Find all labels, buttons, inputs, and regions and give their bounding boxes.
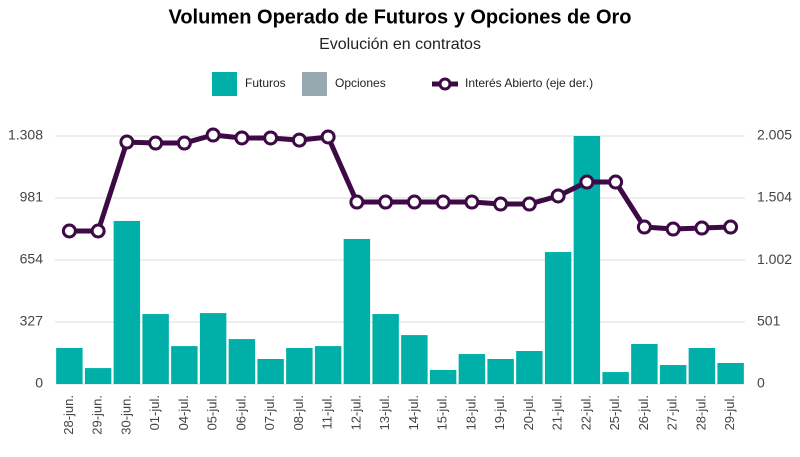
line-point	[263, 130, 279, 146]
bar	[544, 252, 572, 384]
line-point	[723, 219, 739, 235]
bar	[84, 368, 112, 384]
bar	[171, 346, 198, 384]
line-point	[61, 223, 77, 239]
legend-swatch	[438, 77, 452, 91]
bar	[199, 313, 227, 384]
y-tick-label: 0	[35, 375, 43, 391]
chart-title: Volumen Operado de Futuros y Opciones de…	[168, 6, 631, 28]
x-tick-label: 11-jul.	[320, 395, 335, 429]
line	[69, 132, 731, 234]
x-tick-label: 25-jul.	[607, 395, 622, 430]
bar	[257, 358, 284, 384]
bar	[429, 369, 457, 384]
x-tick-label: 05-jul.	[205, 395, 220, 430]
bar	[372, 314, 399, 384]
y2-tick-label: 0	[757, 375, 765, 391]
line-point	[291, 132, 307, 148]
y2-tick-label: 501	[757, 313, 781, 329]
bar	[516, 351, 543, 384]
x-tick-label: 27-jul.	[665, 395, 680, 430]
line-point	[148, 135, 164, 151]
line-point	[694, 220, 710, 236]
bar	[113, 220, 141, 384]
line-point	[320, 129, 336, 145]
bar	[314, 346, 342, 384]
bar	[602, 372, 629, 384]
y-tick-label: 654	[20, 251, 44, 267]
bar	[487, 358, 514, 384]
line-point	[521, 196, 537, 212]
bar	[458, 354, 486, 384]
x-tick-label: 04-jul.	[176, 395, 191, 430]
line-point	[665, 221, 681, 237]
bar	[343, 238, 371, 384]
x-tick-label: 18-jul.	[463, 395, 478, 430]
y-tick-label: 327	[20, 313, 44, 329]
legend-label: Opciones	[335, 76, 386, 90]
line-point	[435, 194, 451, 210]
x-tick-label: 19-jul.	[492, 395, 507, 430]
legend-label: Futuros	[245, 76, 286, 90]
y2-tick-label: 1.002	[757, 251, 792, 267]
line-point	[349, 194, 365, 210]
line-point	[176, 135, 192, 151]
line-point	[550, 188, 566, 204]
line-point	[205, 127, 221, 143]
bar	[659, 365, 687, 384]
x-tick-label: 29-jun.	[90, 395, 105, 435]
line-point	[464, 194, 480, 210]
line-point	[493, 196, 509, 212]
x-tick-label: 28-jun.	[61, 395, 76, 435]
bar	[56, 347, 83, 384]
line-point	[90, 223, 106, 239]
x-tick-label: 01-jul.	[147, 395, 162, 430]
x-tick-label: 06-jul.	[233, 395, 248, 430]
x-tick-label: 20-jul.	[521, 395, 536, 430]
bar	[286, 347, 313, 384]
line-point	[234, 130, 250, 146]
y-tick-label: 1.308	[8, 127, 43, 143]
chart-subtitle: Evolución en contratos	[319, 36, 481, 53]
x-tick-label: 08-jul.	[291, 395, 306, 430]
bar	[142, 314, 169, 384]
line-point	[119, 134, 135, 150]
y2-tick-label: 2.005	[757, 127, 792, 143]
y-tick-label: 981	[20, 189, 44, 205]
bar	[401, 335, 428, 384]
line-point	[406, 194, 422, 210]
bar	[228, 339, 256, 384]
line-point	[608, 174, 624, 190]
line-point	[636, 219, 652, 235]
bar	[688, 347, 716, 384]
x-tick-label: 14-jul.	[406, 395, 421, 430]
bar	[631, 343, 658, 384]
legend-label: Interés Abierto (eje der.)	[465, 76, 593, 90]
x-tick-label: 12-jul.	[348, 395, 363, 430]
x-tick-label: 26-jul.	[636, 395, 651, 430]
x-tick-label: 15-jul.	[435, 395, 450, 430]
x-tick-label: 22-jul.	[578, 395, 593, 430]
x-tick-label: 30-jun.	[118, 395, 133, 435]
line-point	[579, 174, 595, 190]
x-tick-label: 29-jul.	[722, 395, 737, 430]
legend-swatch	[302, 72, 327, 96]
x-tick-label: 21-jul.	[550, 395, 565, 430]
bar	[573, 136, 601, 384]
x-tick-label: 13-jul.	[377, 395, 392, 430]
line-point	[378, 194, 394, 210]
x-tick-label: 28-jul.	[693, 395, 708, 430]
legend-swatch	[212, 72, 237, 96]
y2-tick-label: 1.504	[757, 189, 792, 205]
x-tick-label: 07-jul.	[262, 395, 277, 430]
bar	[717, 362, 744, 384]
